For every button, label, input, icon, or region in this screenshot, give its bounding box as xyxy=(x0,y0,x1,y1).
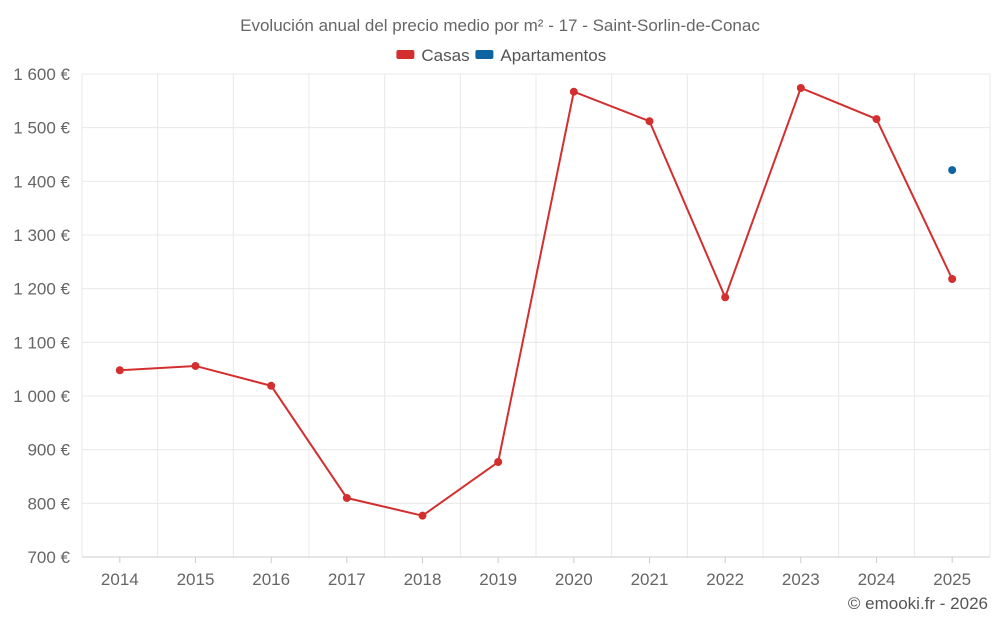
x-tick-label: 2016 xyxy=(252,570,290,589)
x-tick-label: 2015 xyxy=(177,570,215,589)
data-point-casas[interactable] xyxy=(418,511,427,520)
data-point-apartamentos[interactable] xyxy=(948,166,957,175)
legend-label: Casas xyxy=(421,46,469,65)
x-tick-label: 2024 xyxy=(858,570,896,589)
x-axis: 2014 2015 2016 2017 2018 2019 2020 2021 2022 2023… xyxy=(82,556,990,589)
data-point-casas[interactable] xyxy=(872,115,881,124)
x-tick-label: 2017 xyxy=(328,570,366,589)
y-tick-label: 1 400 € xyxy=(13,172,70,191)
y-tick-label: 1 600 € xyxy=(13,65,70,84)
data-point-casas[interactable] xyxy=(342,493,351,502)
chart-title: Evolución anual del precio medio por m² … xyxy=(240,16,760,35)
data-point-casas[interactable] xyxy=(948,275,957,284)
x-tick-label: 2021 xyxy=(631,570,669,589)
x-tick-label: 2023 xyxy=(782,570,820,589)
data-point-casas[interactable] xyxy=(191,361,200,370)
legend-item-casas[interactable]: Casas xyxy=(396,46,470,65)
data-point-casas[interactable] xyxy=(267,381,276,390)
gridlines xyxy=(81,73,991,558)
y-axis: 700 € 800 € 900 € 1 000 € 1 100 € 1 200 € 1 30… xyxy=(13,65,70,567)
data-point-casas[interactable] xyxy=(645,117,654,126)
y-tick-label: 1 100 € xyxy=(13,333,70,352)
legend-swatch xyxy=(396,50,415,59)
y-tick-label: 800 € xyxy=(27,494,70,513)
legend-item-apartamentos[interactable]: Apartamentos xyxy=(475,46,606,65)
y-tick-label: 1 200 € xyxy=(13,280,70,299)
y-tick-label: 700 € xyxy=(27,548,70,567)
credit-text: © emooki.fr - 2026 xyxy=(848,594,988,613)
data-point-casas[interactable] xyxy=(796,83,805,92)
x-tick-label: 2022 xyxy=(706,570,744,589)
legend: Casas Apartamentos xyxy=(396,46,606,65)
data-point-casas[interactable] xyxy=(494,458,503,467)
data-point-casas[interactable] xyxy=(721,293,730,302)
series-layer xyxy=(115,83,957,520)
y-tick-label: 900 € xyxy=(27,441,70,460)
x-tick-label: 2018 xyxy=(404,570,442,589)
series-line-casas xyxy=(119,86,954,517)
y-tick-label: 1 500 € xyxy=(13,119,70,138)
data-point-casas[interactable] xyxy=(569,87,578,96)
y-tick-label: 1 300 € xyxy=(13,226,70,245)
x-tick-label: 2014 xyxy=(101,570,139,589)
x-tick-label: 2025 xyxy=(933,570,971,589)
x-tick-label: 2020 xyxy=(555,570,593,589)
y-tick-label: 1 000 € xyxy=(13,387,70,406)
legend-label: Apartamentos xyxy=(500,46,606,65)
legend-swatch xyxy=(475,50,494,59)
data-point-casas[interactable] xyxy=(115,366,124,375)
x-tick-label: 2019 xyxy=(479,570,517,589)
